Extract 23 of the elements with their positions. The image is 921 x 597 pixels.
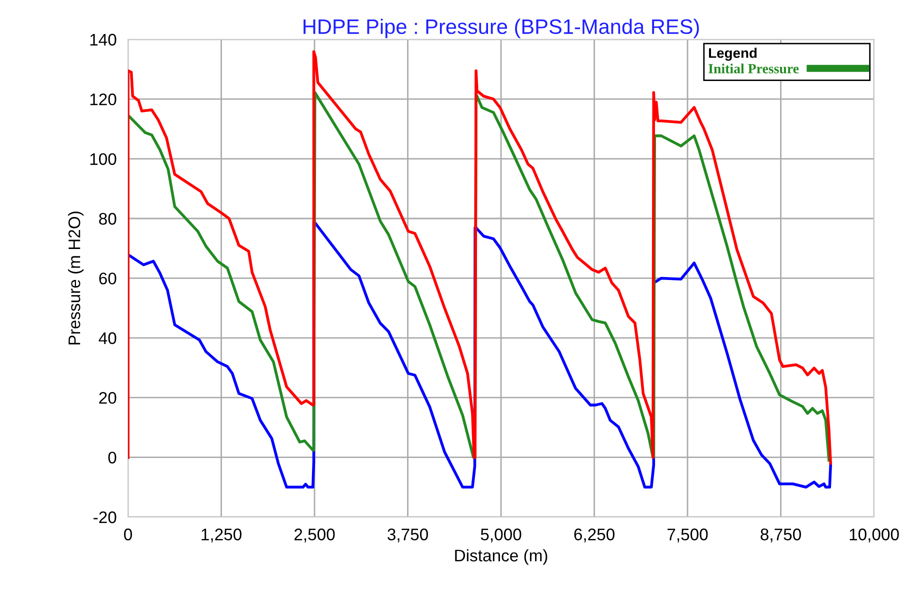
y-tick-label: 120 (90, 94, 116, 106)
y-tick-label: 60 (99, 272, 116, 284)
y-tick-label: 0 (108, 452, 116, 464)
x-tick-label: 1,250 (202, 528, 242, 542)
y-axis-title: Pressure (m H2O) (68, 212, 84, 344)
chart-title: HDPE Pipe : Pressure (BPS1-Manda RES) (304, 18, 699, 38)
x-tick-label: 0 (124, 528, 132, 540)
x-tick-label: 6,250 (574, 528, 614, 542)
x-tick-label: 7,500 (668, 528, 708, 542)
y-tick-label: 140 (90, 34, 116, 46)
x-tick-label: 2,500 (294, 528, 335, 542)
y-tick-label: 40 (98, 332, 116, 344)
legend-label: Initial Pressure (708, 64, 799, 74)
y-tick-label: 80 (99, 212, 116, 225)
x-tick-label: 5,000 (480, 528, 522, 542)
x-tick-label: 3,750 (388, 528, 428, 542)
x-axis-title: Distance (m) (455, 549, 548, 565)
y-tick-label: -20 (94, 511, 116, 524)
x-tick-label: 10,000 (850, 528, 899, 542)
y-tick-label: 100 (90, 153, 116, 166)
y-tick-label: 20 (99, 392, 116, 404)
x-tick-label: 8,750 (760, 528, 801, 542)
legend-title: Legend (709, 48, 757, 61)
